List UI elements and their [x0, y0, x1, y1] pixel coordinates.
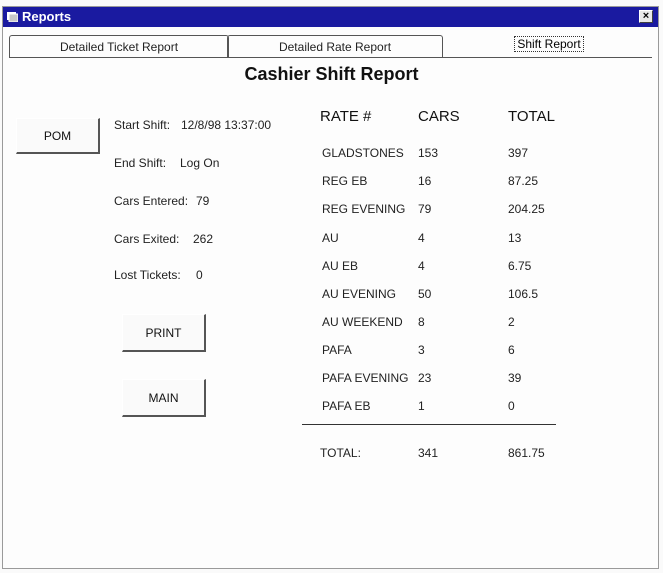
window-title: Reports [22, 9, 72, 24]
end-shift-label: End Shift: [114, 156, 167, 170]
rate-total: 87.25 [508, 174, 539, 188]
rate-cars: 8 [418, 315, 425, 329]
tab-detailed-ticket-report[interactable]: Detailed Ticket Report [9, 35, 229, 57]
rate-total: 397 [508, 146, 529, 160]
reports-window: Reports × Detailed Ticket Report Detaile… [2, 6, 659, 569]
rate-total: 6.75 [508, 259, 532, 273]
end-shift-value: Log On [180, 156, 220, 170]
tab-shift-report[interactable]: Shift Report [443, 31, 655, 57]
page-title: Cashier Shift Report [244, 64, 419, 84]
rate-total: 39 [508, 371, 522, 385]
tab-label: Detailed Rate Report [278, 40, 392, 54]
close-icon: × [642, 10, 650, 22]
cars-entered-label: Cars Entered: [114, 194, 189, 208]
grand-total-amount: 861.75 [508, 446, 545, 460]
rate-name: AU EB [322, 259, 359, 273]
tab-label: Detailed Ticket Report [59, 40, 179, 54]
rate-name: AU WEEKEND [322, 315, 403, 329]
lost-tickets-label: Lost Tickets: [114, 268, 181, 282]
tab-label: Shift Report [514, 36, 584, 52]
grand-total-cars: 341 [418, 446, 439, 460]
title-bar: Reports × [3, 7, 658, 27]
rate-total: 13 [508, 231, 522, 245]
tab-detailed-rate-report[interactable]: Detailed Rate Report [227, 35, 443, 57]
tab-divider [9, 57, 652, 58]
rate-total: 106.5 [508, 287, 539, 301]
cars-exited-value: 262 [193, 232, 214, 246]
table-divider [302, 424, 556, 425]
print-button[interactable]: PRINT [122, 314, 206, 352]
tab-strip: Detailed Ticket Report Detailed Rate Rep… [3, 31, 658, 61]
main-button[interactable]: MAIN [122, 379, 206, 417]
rate-total: 2 [508, 315, 515, 329]
grand-total-label: TOTAL: [320, 446, 361, 460]
rate-cars: 23 [418, 371, 432, 385]
total-column-header: TOTAL [508, 108, 555, 125]
start-shift-value: 12/8/98 13:37:00 [181, 118, 272, 132]
start-shift-label: Start Shift: [114, 118, 171, 132]
rate-cars: 153 [418, 146, 439, 160]
rate-name: REG EB [322, 174, 368, 188]
rate-total: 0 [508, 399, 515, 413]
rate-cars: 3 [418, 343, 425, 357]
rate-cars: 4 [418, 259, 425, 273]
rate-name: AU [322, 231, 339, 245]
rate-cars: 4 [418, 231, 425, 245]
rate-name: GLADSTONES [322, 146, 404, 160]
rate-cars: 50 [418, 287, 432, 301]
rate-cars: 16 [418, 174, 432, 188]
rate-column-header: RATE # [320, 108, 372, 125]
close-button[interactable]: × [639, 10, 653, 23]
cars-exited-label: Cars Exited: [114, 232, 180, 246]
rate-cars: 1 [418, 399, 425, 413]
rate-total: 6 [508, 343, 515, 357]
lost-tickets-value: 0 [196, 268, 203, 282]
rate-cars: 79 [418, 202, 432, 216]
rate-name: AU EVENING [322, 287, 397, 301]
cars-entered-value: 79 [196, 194, 210, 208]
pom-button[interactable]: POM [16, 118, 100, 154]
rate-name: PAFA EB [322, 399, 371, 413]
window-app-icon [7, 12, 18, 22]
cars-column-header: CARS [418, 108, 460, 125]
rate-name: PAFA [322, 343, 352, 357]
rate-name: REG EVENING [322, 202, 406, 216]
rate-name: PAFA EVENING [322, 371, 409, 385]
rate-total: 204.25 [508, 202, 545, 216]
